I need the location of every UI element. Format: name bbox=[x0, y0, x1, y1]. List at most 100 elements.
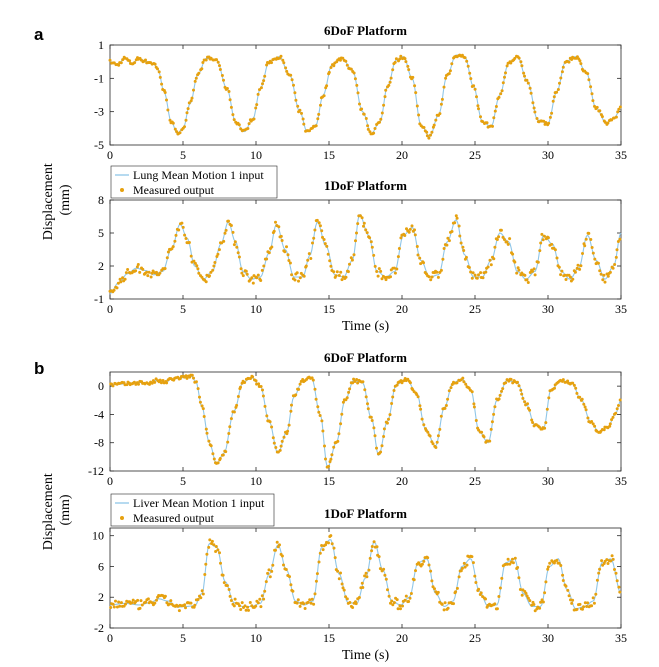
measured-point bbox=[228, 98, 232, 102]
measured-point bbox=[196, 267, 200, 271]
measured-point bbox=[211, 268, 215, 272]
measured-point bbox=[207, 545, 211, 549]
y-tick-label: -8 bbox=[94, 436, 104, 450]
measured-point bbox=[183, 603, 187, 607]
measured-point bbox=[497, 595, 501, 598]
measured-point bbox=[517, 268, 521, 272]
legend-entry-measured: Measured output bbox=[133, 183, 215, 197]
measured-point bbox=[360, 581, 364, 585]
measured-point bbox=[251, 281, 255, 285]
measured-point bbox=[165, 98, 168, 102]
measured-point bbox=[561, 378, 565, 382]
measured-point bbox=[357, 596, 361, 599]
measured-point bbox=[335, 270, 339, 274]
measured-point bbox=[379, 117, 383, 121]
x-tick-label: 20 bbox=[396, 631, 408, 645]
measured-point bbox=[407, 68, 411, 72]
measured-point bbox=[462, 249, 466, 252]
measured-point bbox=[157, 70, 161, 74]
measured-point bbox=[324, 543, 328, 547]
measured-point bbox=[296, 104, 300, 108]
measured-point bbox=[521, 396, 525, 400]
measured-point bbox=[265, 414, 269, 418]
measured-point bbox=[470, 276, 474, 280]
measured-point bbox=[298, 276, 302, 280]
x-tick-label: 15 bbox=[323, 148, 335, 162]
measured-point bbox=[384, 577, 388, 581]
measured-point bbox=[146, 274, 150, 278]
measured-point bbox=[260, 268, 264, 272]
measured-point bbox=[354, 602, 358, 606]
measured-point bbox=[325, 84, 329, 88]
measured-point bbox=[404, 60, 408, 64]
measured-point bbox=[155, 598, 158, 602]
measured-point bbox=[112, 605, 116, 609]
measured-point bbox=[244, 269, 248, 273]
measured-point bbox=[204, 562, 208, 566]
measured-point bbox=[530, 418, 534, 422]
measured-point bbox=[227, 219, 230, 223]
measured-point bbox=[226, 440, 230, 444]
measured-point bbox=[298, 108, 302, 112]
measured-point bbox=[560, 70, 564, 74]
measured-point bbox=[325, 244, 329, 248]
measured-point bbox=[289, 583, 293, 587]
measured-point bbox=[184, 237, 188, 240]
measured-point bbox=[494, 105, 498, 108]
measured-point bbox=[465, 59, 469, 63]
measured-point bbox=[504, 381, 508, 385]
measured-point bbox=[201, 407, 205, 411]
measured-point bbox=[293, 91, 297, 95]
measured-point bbox=[391, 395, 395, 399]
measured-point bbox=[399, 236, 403, 240]
measured-point bbox=[505, 240, 509, 244]
measured-point bbox=[309, 601, 313, 605]
measured-point bbox=[425, 130, 429, 134]
measured-point bbox=[427, 275, 431, 279]
measured-point bbox=[547, 396, 551, 400]
measured-point bbox=[330, 453, 334, 457]
measured-point bbox=[218, 64, 221, 68]
measured-point bbox=[583, 601, 587, 605]
measured-point bbox=[115, 605, 119, 609]
measured-point bbox=[459, 241, 463, 245]
chart-b-1dof: 1DoF Platform 0 5 10 15 20 25 30 35 -2 2 6 10 Time (s… bbox=[92, 493, 627, 663]
measured-point bbox=[185, 111, 189, 115]
measured-point bbox=[541, 600, 545, 604]
measured-point bbox=[362, 112, 366, 116]
measured-point bbox=[289, 73, 293, 77]
measured-point bbox=[386, 588, 389, 592]
measured-point bbox=[610, 554, 614, 558]
measured-point bbox=[229, 105, 233, 109]
measured-point bbox=[415, 245, 419, 248]
measured-point bbox=[438, 112, 442, 116]
measured-point bbox=[332, 546, 336, 550]
measured-point bbox=[380, 277, 384, 281]
measured-point bbox=[166, 108, 170, 112]
chart-title: 1DoF Platform bbox=[324, 178, 407, 193]
measured-point bbox=[355, 231, 358, 235]
measured-point bbox=[524, 591, 528, 595]
measured-point bbox=[210, 539, 214, 543]
measured-point bbox=[168, 118, 172, 122]
measured-point bbox=[412, 578, 416, 582]
measured-point bbox=[472, 84, 476, 88]
measured-point bbox=[156, 67, 159, 71]
y-tick-label: 0 bbox=[98, 379, 104, 393]
measured-point bbox=[255, 103, 259, 107]
measured-point bbox=[222, 78, 225, 82]
measured-point bbox=[270, 569, 274, 573]
measured-point bbox=[136, 598, 140, 602]
measured-point bbox=[591, 422, 595, 426]
measured-point bbox=[215, 58, 218, 62]
measured-point bbox=[327, 541, 330, 545]
measured-point bbox=[364, 228, 368, 232]
measured-point bbox=[300, 111, 303, 115]
measured-point bbox=[372, 540, 376, 544]
measured-point bbox=[219, 561, 222, 565]
measured-point bbox=[557, 265, 561, 269]
measured-point bbox=[387, 594, 391, 598]
y-tick-label: -4 bbox=[94, 407, 104, 421]
measured-point bbox=[158, 271, 162, 275]
